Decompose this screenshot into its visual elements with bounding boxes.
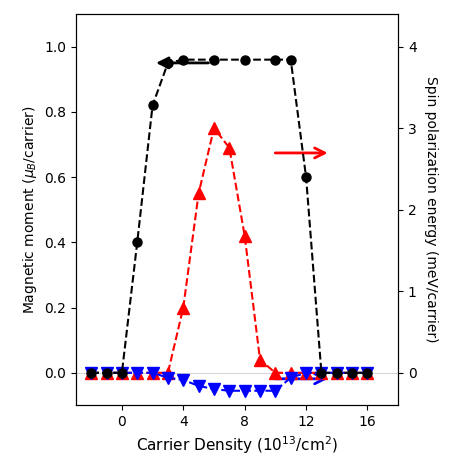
Y-axis label: Magnetic moment ($\mu_B$/carrier): Magnetic moment ($\mu_B$/carrier) xyxy=(20,105,38,314)
Y-axis label: Spin polarization energy (meV/carrier): Spin polarization energy (meV/carrier) xyxy=(424,76,438,343)
X-axis label: Carrier Density ($10^{13}$/cm$^2$): Carrier Density ($10^{13}$/cm$^2$) xyxy=(136,435,338,456)
